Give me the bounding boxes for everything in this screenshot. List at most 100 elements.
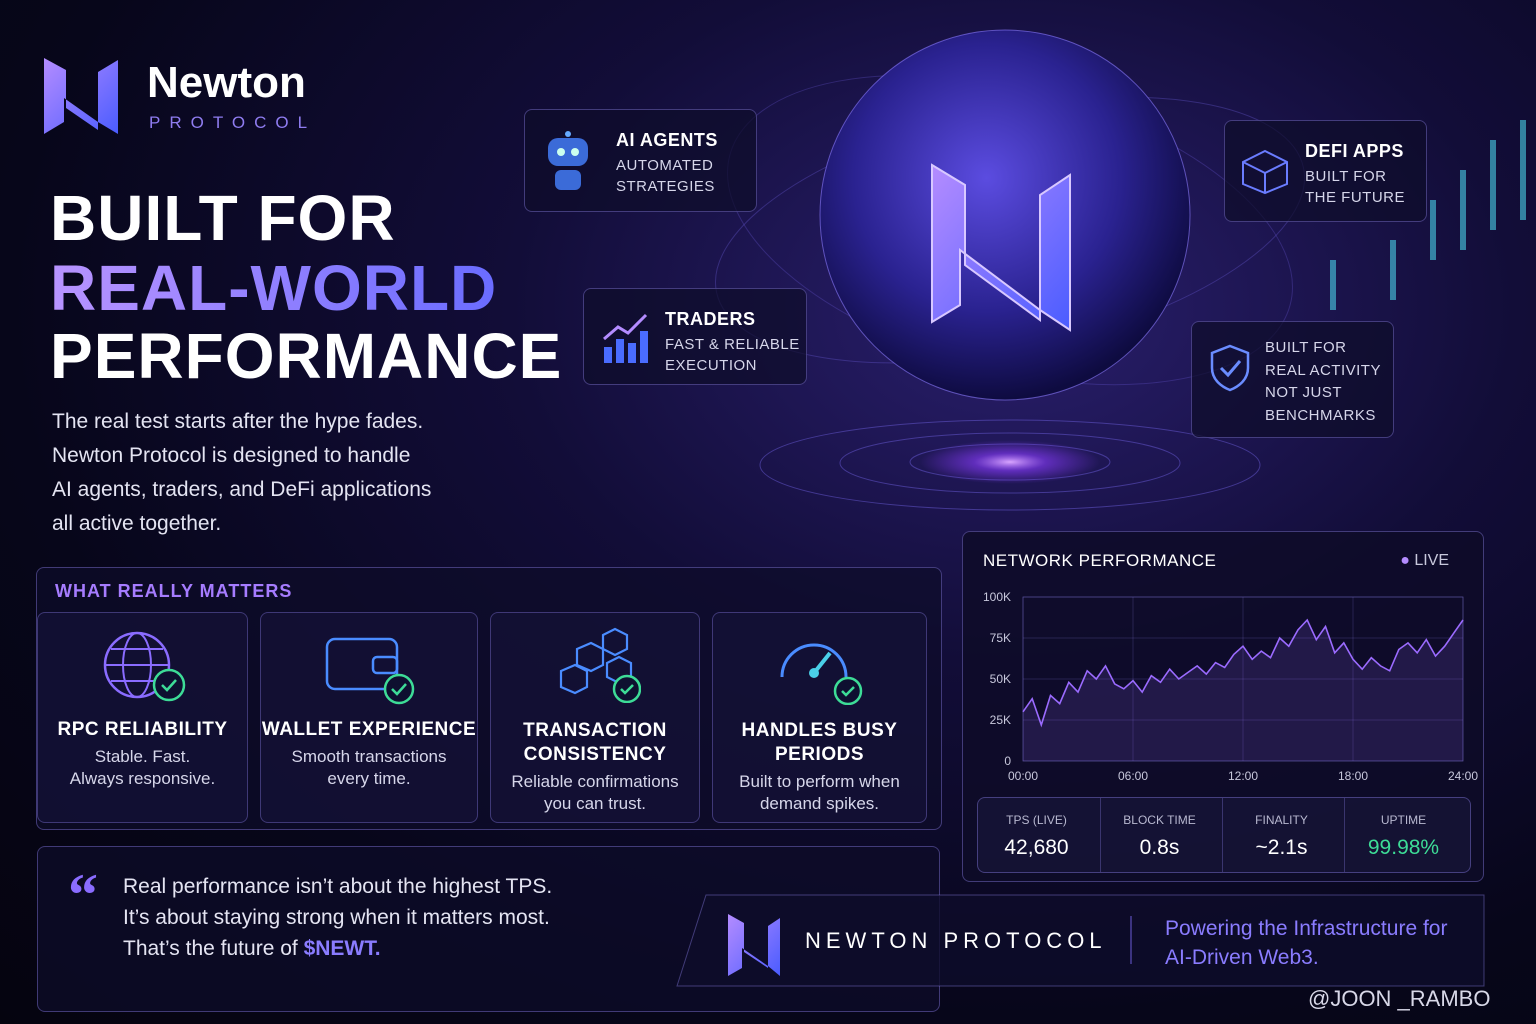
brand-sub: PROTOCOL — [149, 113, 317, 132]
card-title: WALLET EXPERIENCE — [261, 718, 477, 742]
card-text-line: Smooth transactions — [291, 747, 447, 766]
callout: TRADERS FAST & RELIABLE EXECUTION — [583, 288, 807, 385]
callout-text: FAST & RELIABLE EXECUTION — [665, 334, 800, 376]
card: WALLET EXPERIENCE Smooth transactions eve… — [260, 612, 478, 823]
card-text-line: Stable. Fast. — [94, 747, 191, 766]
x-tick-label: 06:00 — [1118, 769, 1148, 783]
callout-line: STRATEGIES — [616, 178, 715, 195]
callout-text: AUTOMATED STRATEGIES — [616, 155, 715, 197]
card-title-line: WALLET EXPERIENCE — [261, 719, 477, 740]
card-title-line: CONSISTENCY — [523, 744, 667, 765]
headline: REAL-WORLD — [50, 252, 498, 324]
card-title-line: RPC RELIABILITY — [57, 719, 228, 740]
card-text: Stable. Fast. Always responsive. — [38, 746, 247, 790]
card-title: TRANSACTION CONSISTENCY — [491, 719, 699, 767]
headline: PERFORMANCE — [50, 320, 563, 392]
globe-logo — [931, 163, 1071, 332]
card-title-line: HANDLES BUSY — [741, 720, 898, 741]
intro-line: all active together. — [52, 512, 222, 535]
stat: TPS (LIVE) 42,680 — [978, 798, 1095, 872]
tagline-line: Powering the Infrastructure for — [1165, 917, 1448, 940]
stat: FINALITY ~2.1s — [1222, 798, 1340, 872]
card: HANDLES BUSY PERIODS Built to perform whe… — [712, 612, 927, 823]
chart-panel: NETWORK PERFORMANCE ● LIVE 0 25K 50K 75K 100… — [962, 531, 1484, 882]
live-status: ● LIVE — [1400, 552, 1449, 569]
headline: BUILT FOR — [50, 182, 396, 254]
callout-line: REAL ACTIVITY — [1265, 361, 1381, 379]
line — [1022, 618, 1464, 728]
card: TRANSACTION CONSISTENCY Reliable confirma… — [490, 612, 700, 823]
card-title: HANDLES BUSY PERIODS — [713, 719, 926, 767]
callout-title: AI AGENTS — [616, 130, 718, 150]
chart-icon — [603, 313, 648, 363]
watermark: @JOON _RAMBO — [1308, 986, 1491, 1011]
card: RPC RELIABILITY Stable. Fast. Always resp… — [37, 612, 248, 823]
card-text-line: Always responsive. — [69, 769, 216, 788]
x-tick-label: 18:00 — [1338, 769, 1368, 783]
shield-icon — [1210, 344, 1250, 392]
card-text: Smooth transactions every time. — [261, 746, 477, 790]
logo — [44, 58, 118, 134]
footer-panel — [676, 894, 1485, 987]
quote-line: Real performance isn’t about the highest… — [123, 875, 553, 898]
gauge-icon — [780, 643, 862, 705]
quote-mark: “ — [68, 862, 98, 928]
quote-line: That’s the future of $NEWT. — [123, 933, 552, 964]
intro: The real test starts after the hype fade… — [52, 405, 431, 541]
callout-line: BENCHMARKS — [1265, 406, 1376, 424]
tagline: Powering the Infrastructure for AI-Driven… — [1165, 914, 1447, 972]
intro-line: Newton Protocol is designed to handle — [52, 444, 411, 467]
callout-title: TRADERS — [665, 309, 756, 329]
callout: DEFI APPS BUILT FOR THE FUTURE — [1224, 120, 1427, 222]
intro-line: The real test starts after the hype fade… — [52, 410, 424, 433]
stat-label: BLOCK TIME — [1123, 813, 1196, 827]
callout-text: BUILT FOR REAL ACTIVITY NOT JUST BENCHMARKS — [1265, 337, 1381, 427]
y-tick-label: 75K — [990, 631, 1011, 645]
robot-icon — [548, 131, 588, 190]
globe — [819, 29, 1191, 401]
card-text: Reliable confirmations you can trust. — [491, 771, 699, 815]
stat-label: TPS (LIVE) — [1006, 813, 1067, 827]
card-text-line: Built to perform when — [739, 772, 900, 791]
quote: Real performance isn’t about the highest… — [123, 871, 552, 964]
callout-line: EXECUTION — [665, 357, 758, 374]
x-tick-label: 24:00 — [1448, 769, 1478, 783]
chart-title: NETWORK PERFORMANCE — [983, 551, 1217, 570]
card-text: Built to perform when demand spikes. — [713, 771, 926, 815]
stat-label: UPTIME — [1380, 813, 1427, 827]
blocks-icon — [559, 627, 641, 703]
callout-line: AUTOMATED — [616, 157, 714, 174]
live-label: LIVE — [1414, 552, 1449, 569]
brand-name: Newton — [147, 58, 306, 107]
callout-line: NOT JUST — [1265, 384, 1343, 401]
stat-value: ~2.1s — [1255, 836, 1308, 859]
x-tick-label: 12:00 — [1228, 769, 1258, 783]
callout: BUILT FOR REAL ACTIVITY NOT JUST BENCHMARKS — [1191, 321, 1394, 438]
y-tick-label: 25K — [990, 713, 1011, 727]
callout-line: THE FUTURE — [1305, 189, 1405, 206]
callout: AI AGENTS AUTOMATED STRATEGIES — [524, 109, 757, 212]
ticker: $NEWT. — [303, 937, 381, 960]
callout-line: BUILT FOR — [1265, 339, 1347, 356]
card-title-line: PERIODS — [774, 744, 865, 765]
card-text-line: every time. — [327, 769, 411, 788]
callout-line: FAST & RELIABLE — [665, 336, 800, 353]
stat: UPTIME 99.98% — [1344, 798, 1462, 872]
globe-icon — [103, 631, 185, 702]
card-text-line: Reliable confirmations — [511, 772, 679, 791]
y-tick-label: 100K — [983, 590, 1011, 604]
wallet-icon — [325, 637, 415, 705]
plot-frame — [1022, 596, 1464, 762]
footer-brand: NEWTON PROTOCOL — [805, 928, 1107, 953]
card-title: RPC RELIABILITY — [38, 718, 247, 742]
card-text-line: you can trust. — [543, 794, 647, 813]
callout-line: BUILT FOR — [1305, 168, 1387, 185]
matters-heading: WHAT REALLY MATTERS — [55, 581, 293, 601]
y-tick-label: 0 — [1004, 754, 1011, 768]
quote-text: That’s the future of — [123, 937, 304, 960]
y-tick-label: 50K — [990, 672, 1011, 686]
callout-text: BUILT FOR THE FUTURE — [1305, 166, 1405, 208]
x-tick-label: 00:00 — [1008, 769, 1038, 783]
